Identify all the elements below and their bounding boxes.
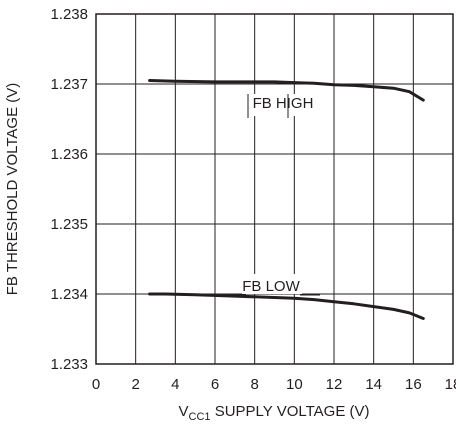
y-tick-labels: 1.233 1.234 1.235 1.236 1.237 1.238: [50, 6, 88, 373]
x-tick-label: 0: [92, 376, 100, 393]
y-axis-label: FB THRESHOLD VOLTAGE (V): [4, 83, 21, 296]
y-tick-label: 1.236: [50, 146, 88, 163]
series-line-fb-high: [148, 79, 425, 102]
x-axis-label-rest: SUPPLY VOLTAGE (V): [211, 403, 370, 420]
y-tick-label: 1.234: [50, 286, 88, 303]
series-layer: [148, 79, 425, 320]
x-tick-label: 18: [445, 376, 456, 393]
series-label-bg-fb-high: [248, 94, 318, 116]
x-tick-labels: 0 2 4 6 8 10 12 14 16 18: [92, 376, 456, 393]
series-label-layer: FB HIGH FB LOW: [228, 94, 320, 296]
x-axis-label-sub: CC1: [189, 411, 211, 423]
plot-frame: [95, 13, 454, 365]
x-tick-label: 8: [250, 376, 258, 393]
x-tick-label: 2: [131, 376, 139, 393]
x-tick-label: 10: [286, 376, 303, 393]
y-tick-label: 1.233: [50, 356, 88, 373]
y-tick-label: 1.235: [50, 216, 88, 233]
x-axis-label-main: V: [179, 403, 189, 420]
x-tick-label: 4: [171, 376, 179, 393]
series-label-bg-fb-low: [242, 274, 302, 294]
y-tick-label: 1.238: [50, 6, 88, 23]
x-tick-label: 14: [365, 376, 382, 393]
series-label-fb-high: FB HIGH: [253, 95, 314, 112]
series-label-fb-low: FB LOW: [242, 278, 300, 295]
x-tick-label: 16: [405, 376, 422, 393]
x-tick-label: 12: [326, 376, 343, 393]
series-line-fb-low: [148, 292, 425, 320]
x-axis-label: VCC1 SUPPLY VOLTAGE (V): [179, 403, 370, 423]
x-tick-label: 6: [211, 376, 219, 393]
y-tick-label: 1.237: [50, 76, 88, 93]
